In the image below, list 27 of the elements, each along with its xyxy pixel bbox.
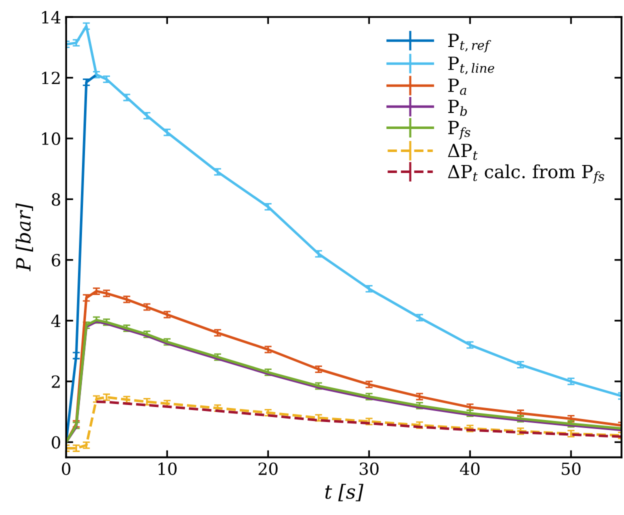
line-series xyxy=(66,396,622,450)
y-tick-label: 12 xyxy=(42,72,60,84)
x-tick-label: 40 xyxy=(460,462,480,476)
y-tick-label: 10 xyxy=(42,132,60,146)
legend-label: P$_{fs}$ xyxy=(448,120,470,140)
legend-label: ΔP$_{t}$ xyxy=(448,144,478,160)
y-tick-label: 2 xyxy=(52,375,60,388)
x-axis-title: t [s] xyxy=(325,484,364,502)
line-series xyxy=(95,400,622,438)
y-axis-title: P [bar] xyxy=(16,203,34,272)
line-series xyxy=(66,24,622,398)
x-tick-label: 0 xyxy=(62,462,70,476)
x-tick-label: 30 xyxy=(360,462,379,476)
x-tick-label: 20 xyxy=(258,462,278,476)
y-tick-label: 14 xyxy=(42,10,60,24)
y-tick-label: 0 xyxy=(52,436,60,449)
legend-label: ΔP$_{t}$ calc. from P$_{fs}$ xyxy=(448,164,604,184)
legend-label: P$_{t,ref}$ xyxy=(448,34,492,52)
y-tick-label: 6 xyxy=(52,254,60,266)
y-tick-label: 4 xyxy=(51,314,60,327)
legend-label: P$_{a}$ xyxy=(448,78,466,95)
line-series xyxy=(66,73,98,444)
legend-label: P$_{b}$ xyxy=(448,100,467,116)
y-tick-label: 8 xyxy=(52,193,60,206)
x-tick-label: 10 xyxy=(158,462,177,476)
x-tick-label: 50 xyxy=(562,462,581,476)
legend-label: P$_{t,line}$ xyxy=(448,56,494,74)
